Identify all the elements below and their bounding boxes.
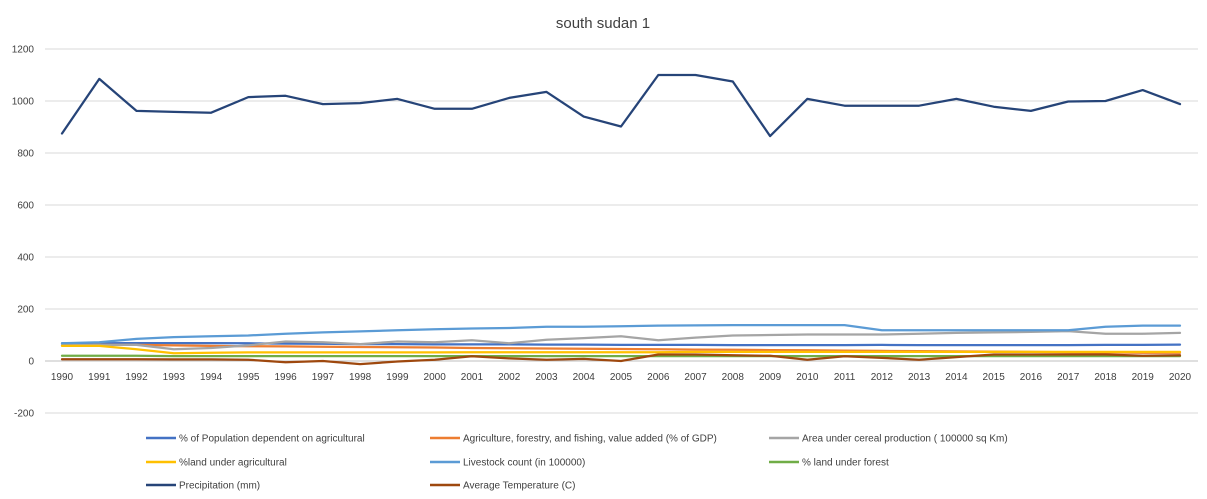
y-tick-label: 400: [17, 253, 34, 264]
x-tick-label: 2003: [535, 372, 558, 383]
y-tick-label: 600: [17, 201, 34, 212]
series-line: [60, 353, 1182, 366]
x-tick-label: 2008: [722, 372, 745, 383]
series-line: [60, 323, 1182, 345]
legend-label: % land under forest: [802, 458, 889, 469]
x-tick-label: 1993: [163, 372, 186, 383]
x-tick-label: 2007: [684, 372, 707, 383]
legend-label: % of Population dependent on agricultura…: [179, 434, 365, 445]
x-tick-label: 2006: [647, 372, 670, 383]
chart-title: south sudan 1: [556, 15, 650, 32]
x-tick-label: 2012: [871, 372, 894, 383]
x-tick-label: 1992: [125, 372, 148, 383]
x-tick-label: 1996: [274, 372, 297, 383]
x-tick-label: 2001: [461, 372, 484, 383]
y-tick-label: 800: [17, 149, 34, 160]
y-tick-label: 1200: [12, 45, 35, 56]
x-tick-label: 2019: [1132, 372, 1155, 383]
x-tick-label: 2002: [498, 372, 521, 383]
x-tick-label: 2010: [796, 372, 819, 383]
legend-label: Agriculture, forestry, and fishing, valu…: [463, 434, 717, 445]
series-line: [60, 73, 1182, 138]
x-tick-label: 2017: [1057, 372, 1080, 383]
x-tick-label: 1994: [200, 372, 223, 383]
y-tick-label: -200: [14, 409, 34, 420]
series-line: [60, 341, 1182, 347]
y-tick-label: 200: [17, 305, 34, 316]
x-tick-label: 1999: [386, 372, 409, 383]
legend-label: Livestock count (in 100000): [463, 458, 585, 469]
x-tick-label: 1995: [237, 372, 260, 383]
x-tick-label: 2018: [1094, 372, 1117, 383]
y-tick-label: 0: [28, 357, 34, 368]
x-tick-label: 2005: [610, 372, 633, 383]
series-lines: [60, 73, 1182, 366]
x-tick-label: 2011: [834, 372, 856, 383]
legend-label: Precipitation (mm): [179, 481, 260, 492]
x-tick-label: 2020: [1169, 372, 1192, 383]
x-tick-label: 1997: [312, 372, 335, 383]
x-tick-label: 2013: [908, 372, 931, 383]
legend-label: Average Temperature (C): [463, 481, 575, 492]
x-tick-label: 2000: [424, 372, 447, 383]
series-line: [60, 344, 1182, 355]
legend-label: Area under cereal production ( 100000 sq…: [802, 434, 1008, 445]
axis-labels: -200 0 200 400 600 800 1000 1200 1990 1991 1992 199…: [12, 45, 1192, 420]
series-line: [60, 329, 1182, 351]
legend: % of Population dependent on agricultura…: [146, 434, 1008, 492]
legend-label: %land under agricultural: [179, 458, 287, 469]
x-tick-label: 2016: [1020, 372, 1043, 383]
x-tick-label: 2014: [945, 372, 968, 383]
x-tick-label: 1990: [51, 372, 74, 383]
x-tick-label: 2009: [759, 372, 782, 383]
x-tick-label: 2004: [573, 372, 596, 383]
x-tick-label: 1998: [349, 372, 372, 383]
x-tick-label: 2015: [983, 372, 1006, 383]
y-tick-label: 1000: [12, 97, 35, 108]
x-tick-label: 1991: [88, 372, 111, 383]
